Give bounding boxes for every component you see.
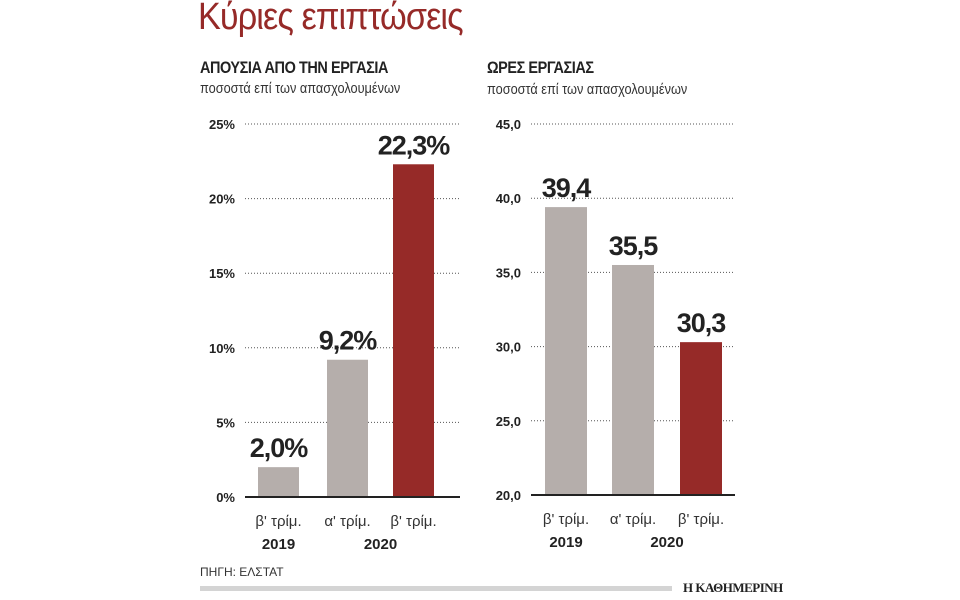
y-tick-label: 15% <box>209 266 235 281</box>
y-tick-label: 5% <box>216 415 235 430</box>
bar <box>327 359 368 497</box>
data-label: 9,2% <box>319 326 378 356</box>
y-tick-label: 20% <box>209 192 235 207</box>
y-tick-label: 10% <box>209 341 235 356</box>
y-tick-label: 25% <box>209 117 235 132</box>
brand-logo: Η ΚΑΘΗΜΕΡΙΝΗ <box>683 580 783 595</box>
y-tick-label: 0% <box>216 490 235 505</box>
year-label: 2019 <box>549 534 582 551</box>
data-label: 39,4 <box>542 173 592 203</box>
y-tick-label: 45,0 <box>496 117 521 132</box>
data-label: 2,0% <box>250 433 309 463</box>
x-tick-label: α' τρίμ. <box>610 511 656 528</box>
data-label: 35,5 <box>609 231 659 261</box>
year-label: 2020 <box>364 536 397 553</box>
bar <box>680 342 722 495</box>
bar <box>545 207 587 495</box>
y-tick-label: 20,0 <box>496 488 521 503</box>
data-label: 22,3% <box>378 130 451 160</box>
source-note: ΠΗΓΗ: ΕΛΣΤΑΤ <box>200 565 284 579</box>
x-tick-label: α' τρίμ. <box>324 513 370 530</box>
x-tick-label: β' τρίμ. <box>390 513 436 530</box>
y-tick-label: 30,0 <box>496 340 521 355</box>
footer-rule <box>200 586 672 591</box>
x-tick-label: β' τρίμ. <box>543 511 589 528</box>
x-tick-label: β' τρίμ. <box>678 511 724 528</box>
bar <box>612 264 654 495</box>
x-tick-label: β' τρίμ. <box>255 513 301 530</box>
data-label: 30,3 <box>677 308 727 338</box>
bar <box>258 467 299 497</box>
chart-subtitle-hours: ποσοστά επί των απασχολουμένων <box>487 81 688 98</box>
page-title: Κύριες επιπτώσεις <box>198 0 464 38</box>
y-tick-label: 25,0 <box>496 414 521 429</box>
year-label: 2020 <box>650 534 683 551</box>
year-label: 2019 <box>262 536 295 553</box>
y-tick-label: 40,0 <box>496 191 521 206</box>
y-tick-label: 35,0 <box>496 265 521 280</box>
chart-title-absence: ΑΠΟΥΣΙΑ ΑΠΟ ΤΗΝ ΕΡΓΑΣΙΑ <box>200 58 388 77</box>
bar <box>393 164 434 497</box>
chart-title-hours: ΩΡΕΣ ΕΡΓΑΣΙΑΣ <box>487 58 594 77</box>
chart-subtitle-absence: ποσοστά επί των απασχολουμένων <box>200 80 401 97</box>
